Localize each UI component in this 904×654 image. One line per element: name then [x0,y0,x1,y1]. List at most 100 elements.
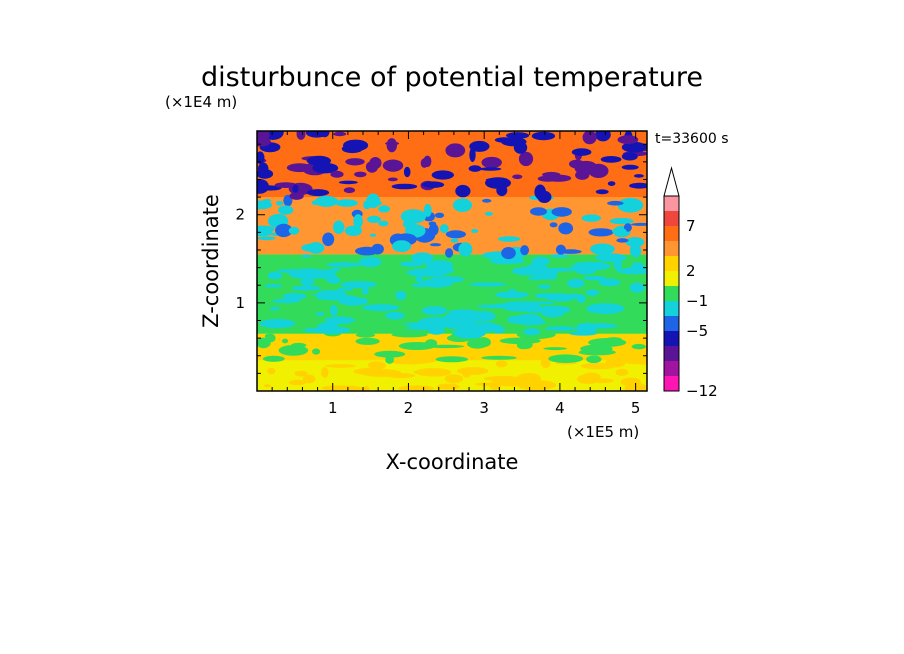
field-patch [621,164,639,170]
field-patch [275,223,293,238]
field-patch [301,254,312,258]
field-patch [479,167,502,171]
field-patch [489,257,525,265]
field-patch [523,301,555,305]
field-patch [333,220,345,234]
field-patch [523,307,553,313]
field-patch [571,148,592,156]
field-patch [264,333,275,339]
field-patch [607,181,616,187]
field-patch [374,350,406,358]
field-patch [449,383,458,390]
field-patch [531,256,550,266]
colorbar-swatch [664,241,679,256]
field-patch [548,354,584,364]
field-patch [444,374,463,384]
field-patch [629,182,647,189]
x-tick-label: 1 [328,399,338,417]
field-patch [575,264,597,275]
colorbar-swatch [664,286,679,301]
field-patch [446,310,484,320]
field-patch [615,368,629,376]
field-patch [607,200,624,206]
field-patch [257,137,271,147]
field-patch [613,259,622,270]
field-patch [631,343,646,350]
x-axis-unit: (×1E5 m) [567,423,639,441]
field-patch [303,327,332,333]
field-patch [314,195,339,207]
field-patch [616,267,647,275]
field-patch [439,224,449,234]
field-patch [392,240,412,253]
field-patch [456,367,489,375]
field-patch [452,198,473,212]
field-patch [345,158,365,166]
field-patch [621,141,647,153]
colorbar-extend-arrow [663,166,680,197]
field-patch [625,237,645,247]
field-patch [450,238,459,243]
field-patch [605,337,623,343]
field-patch [389,358,430,365]
field-patch [501,247,516,260]
field-patch [278,205,294,215]
field-patch [358,256,382,268]
field-patch [545,294,576,302]
field-patch [505,132,530,139]
field-patch [423,155,432,167]
field-patch [471,322,501,333]
field-patch [363,386,370,391]
field-patch [387,177,398,182]
field-patch [325,364,356,368]
field-patch [369,233,377,237]
field-patch [278,345,309,356]
colorbar-label: 2 [686,262,696,280]
field-patch [335,199,358,207]
field-patch [425,260,453,271]
field-patch [445,248,454,258]
field-patch [544,326,577,331]
field-patch [423,203,432,217]
field-patch [587,307,597,313]
field-patch [415,368,452,377]
field-patch [291,285,322,291]
field-patch [257,236,276,241]
field-patch [512,266,546,276]
field-patch [385,311,405,320]
colorbar-swatch [664,256,679,271]
field-patch [257,200,273,210]
field-patch [395,290,407,301]
field-patch [378,220,389,227]
field-patch [330,267,341,272]
x-axis-ticks: 1 2 3 4 5 [271,131,640,417]
field-patch [551,207,572,217]
field-patch [523,328,541,336]
field-patch [482,198,492,203]
field-patch [545,174,572,182]
field-patch [306,189,330,197]
field-patch [428,223,439,236]
field-patch [582,131,597,145]
field-patch [540,357,551,369]
field-patch [629,282,645,293]
field-patch [595,253,627,262]
field-patch [421,306,448,315]
field-patch [353,367,390,376]
x-tick-label: 4 [555,399,565,417]
colorbar-swatch [664,361,679,376]
field-patch [428,326,445,335]
field-patch [335,386,346,391]
colorbar-swatch [664,301,679,316]
field-patch [406,268,449,277]
field-patch [531,131,556,141]
field-patch [276,269,306,273]
field-patch [321,367,329,378]
field-patch [343,139,369,152]
field-patch [257,162,269,176]
chart-title: disturbunce of potential temperature [201,62,703,93]
field-patch [455,184,471,198]
field-patch [558,222,574,235]
field-patch [294,370,308,377]
field-patch [617,197,644,213]
